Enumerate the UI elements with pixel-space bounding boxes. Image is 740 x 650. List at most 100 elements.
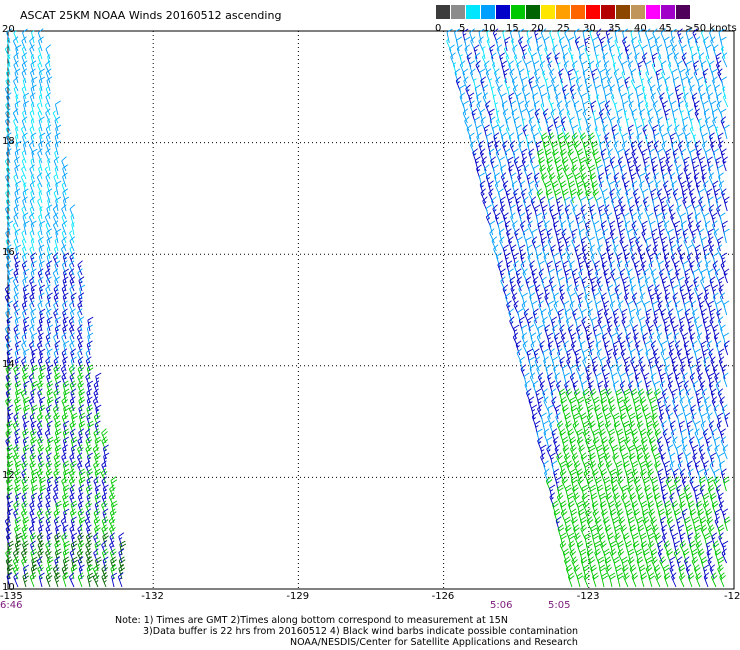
wind-barb <box>15 340 22 356</box>
wind-barb <box>61 476 68 492</box>
wind-barb <box>54 548 62 564</box>
wind-barb <box>14 332 21 348</box>
wind-barb <box>698 52 705 68</box>
wind-barb <box>683 156 690 172</box>
wind-barb <box>15 94 19 108</box>
wind-barb <box>614 180 621 196</box>
wind-barb <box>648 356 655 372</box>
wind-barb <box>559 324 565 340</box>
wind-barb <box>589 172 597 188</box>
wind-barb <box>670 244 677 260</box>
wind-barb <box>29 532 37 548</box>
wind-barb <box>54 260 61 276</box>
wind-barb <box>68 316 75 332</box>
wind-barb <box>627 60 634 76</box>
wind-barb <box>23 100 30 116</box>
wind-barb <box>21 68 28 84</box>
wind-barb <box>555 228 562 244</box>
wind-barb <box>29 460 36 476</box>
wind-barb <box>541 204 548 220</box>
wind-barb <box>69 204 76 220</box>
wind-barb <box>588 340 595 356</box>
wind-barb <box>46 76 53 92</box>
wind-barb <box>717 412 724 428</box>
wind-barb <box>611 444 619 460</box>
wind-barb <box>21 158 27 172</box>
wind-barb <box>466 124 473 140</box>
wind-barb <box>611 372 618 388</box>
wind-barb <box>712 116 718 132</box>
wind-barb <box>469 100 475 116</box>
wind-barb <box>718 532 724 548</box>
time-label: 5:05 <box>548 600 571 611</box>
wind-barb <box>490 196 497 212</box>
wind-barb <box>15 140 22 156</box>
wind-barb <box>665 508 673 524</box>
wind-barb <box>593 44 600 60</box>
wind-barb <box>666 188 673 204</box>
wind-barb <box>644 412 652 428</box>
wind-barb <box>572 420 580 436</box>
wind-barb <box>617 476 624 492</box>
wind-barb <box>722 94 729 108</box>
wind-barb <box>29 196 36 212</box>
wind-barb <box>109 532 115 548</box>
wind-barb <box>664 76 671 92</box>
wind-barb <box>623 180 630 196</box>
wind-barb <box>653 308 660 324</box>
wind-barb <box>661 420 667 436</box>
wind-barb <box>578 260 585 276</box>
wind-barb <box>507 86 511 100</box>
wind-barb <box>623 420 630 436</box>
wind-barb <box>93 412 101 428</box>
wind-barb <box>621 60 628 76</box>
wind-barb <box>5 70 11 84</box>
wind-barb <box>668 308 674 324</box>
wind-barb <box>22 252 28 268</box>
wind-barb <box>720 76 727 92</box>
wind-barb <box>69 246 75 260</box>
wind-barb <box>622 452 629 468</box>
wind-barb <box>602 444 610 460</box>
wind-barb <box>645 308 652 324</box>
wind-barb <box>704 284 711 300</box>
wind-barb <box>541 132 548 148</box>
wind-barb <box>667 372 674 388</box>
wind-barb <box>655 68 662 84</box>
wind-barb <box>62 436 70 452</box>
wind-barb <box>30 316 37 332</box>
wind-barb <box>542 388 548 404</box>
wind-barb <box>681 44 687 60</box>
wind-barb <box>559 500 567 516</box>
wind-barb <box>512 148 519 164</box>
colorbar-swatch <box>511 5 526 19</box>
wind-barb <box>583 284 590 300</box>
wind-barb <box>21 476 29 492</box>
wind-barb <box>665 476 673 492</box>
wind-barb <box>598 100 606 116</box>
wind-barb <box>714 516 720 532</box>
wind-barb <box>101 548 109 564</box>
wind-barb <box>85 444 92 460</box>
wind-barb <box>569 468 577 484</box>
wind-barb <box>101 572 108 588</box>
wind-barb <box>62 356 68 372</box>
wind-barb <box>613 316 620 332</box>
wind-barb <box>30 308 37 324</box>
wind-barb <box>686 252 693 268</box>
wind-barb <box>37 182 43 196</box>
wind-barb <box>6 572 13 588</box>
wind-barb <box>614 284 621 300</box>
wind-barb <box>665 156 671 172</box>
wind-barb <box>628 132 634 148</box>
wind-barb <box>38 214 43 228</box>
wind-barb <box>12 222 19 236</box>
wind-barb <box>555 412 561 428</box>
wind-barb <box>69 230 75 244</box>
wind-barb <box>702 500 710 516</box>
wind-barb <box>616 108 623 124</box>
wind-barb <box>30 268 37 284</box>
wind-barb <box>501 132 507 148</box>
wind-barb <box>582 500 590 516</box>
wind-barb <box>63 340 70 356</box>
